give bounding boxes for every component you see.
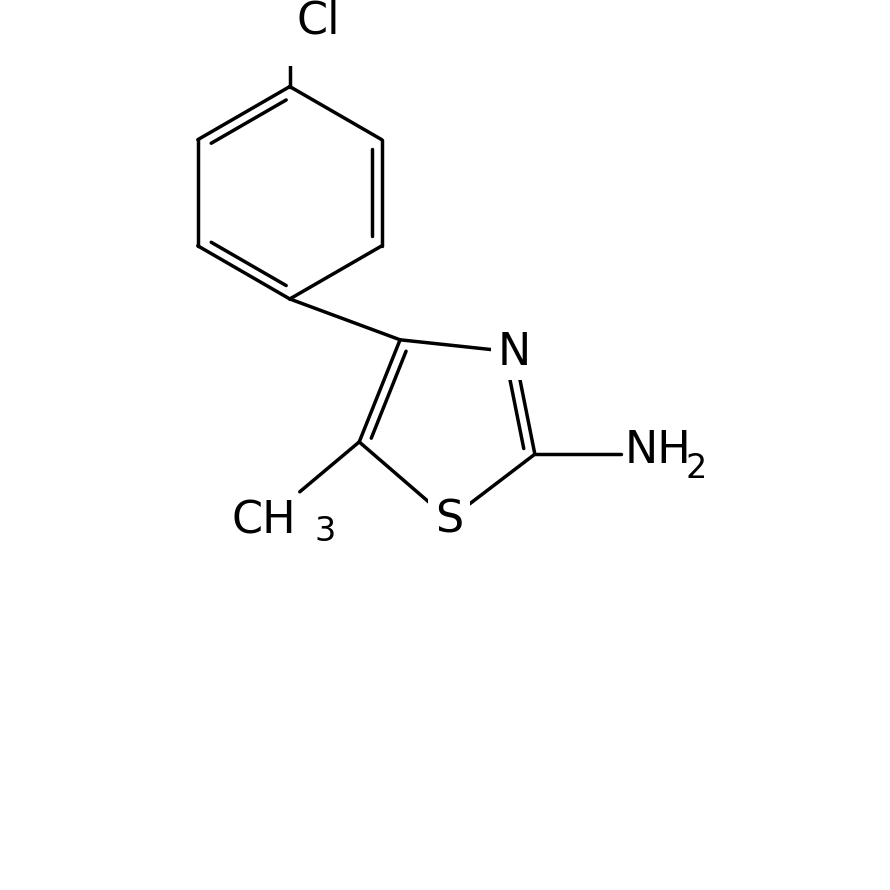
Text: NH: NH [625,429,692,472]
Text: N: N [498,330,531,374]
Text: CH: CH [231,500,295,543]
Text: Cl: Cl [296,0,340,43]
Text: 3: 3 [314,514,336,547]
Text: 2: 2 [686,452,708,485]
Text: S: S [435,498,463,541]
